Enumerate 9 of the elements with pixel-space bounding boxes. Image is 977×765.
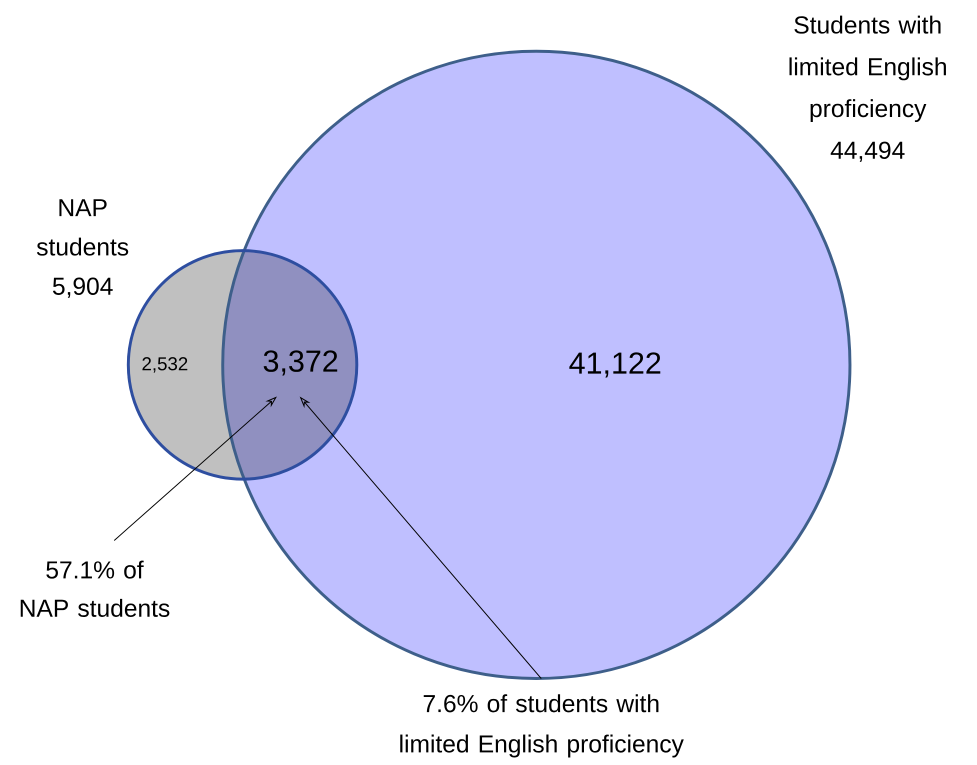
category-label: NAP students <box>36 199 128 256</box>
text: 3,372 <box>264 350 338 376</box>
data-label: 5,904 <box>52 277 113 298</box>
text: 2,532 <box>142 357 188 372</box>
text: 57.1% of NAP students <box>20 560 170 617</box>
text: 7.6% of students with limited English proficiency <box>400 694 684 758</box>
category-label: Students with limited English proficiency <box>790 15 946 122</box>
data-label: 44,494 <box>830 141 905 162</box>
text: 41,122 <box>569 352 660 378</box>
